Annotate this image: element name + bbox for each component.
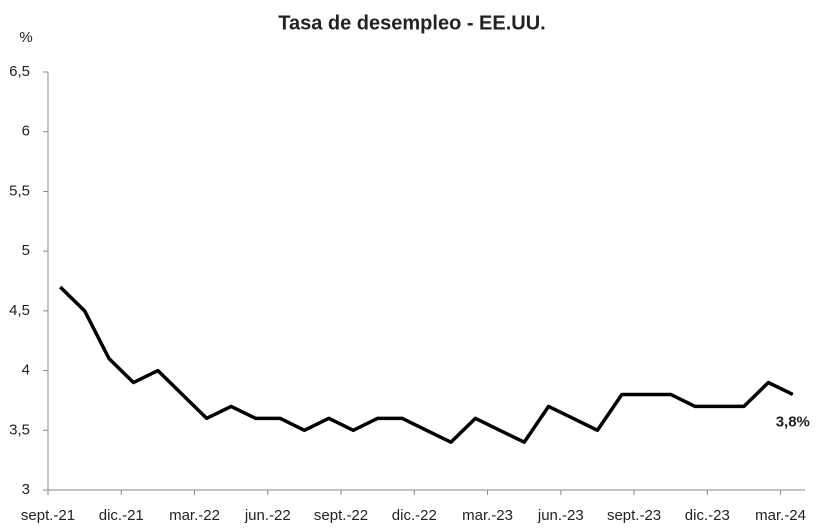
x-tick-label: mar.-22 bbox=[169, 507, 220, 524]
chart-title: Tasa de desempleo - EE.UU. bbox=[278, 12, 546, 34]
x-tick-label: mar.-23 bbox=[462, 507, 513, 524]
y-tick-label: 3 bbox=[22, 481, 30, 498]
x-tick-label: sept.-21 bbox=[21, 507, 75, 524]
x-tick-label: dic.-21 bbox=[99, 507, 144, 524]
x-tick-label: dic.-23 bbox=[685, 507, 730, 524]
x-tick-label: sept.-23 bbox=[607, 507, 661, 524]
y-tick-label: 3,5 bbox=[9, 421, 30, 438]
y-tick-label: 4,5 bbox=[9, 302, 30, 319]
x-tick-label: mar.-24 bbox=[755, 507, 806, 524]
y-tick-label: 5 bbox=[22, 242, 30, 259]
y-tick-label: 6 bbox=[22, 123, 30, 140]
y-tick-label: 6,5 bbox=[9, 63, 30, 80]
line-series bbox=[58, 285, 794, 444]
data-label: 3,8% bbox=[776, 413, 810, 430]
y-tick-label: 4 bbox=[22, 362, 30, 379]
x-tick-label: dic.-22 bbox=[392, 507, 437, 524]
x-tick-label: jun.-23 bbox=[537, 507, 584, 524]
x-tick-label: sept.-22 bbox=[314, 507, 368, 524]
y-axis-label: % bbox=[19, 29, 32, 46]
y-tick-label: 5,5 bbox=[9, 182, 30, 199]
x-tick-label: jun.-22 bbox=[244, 507, 291, 524]
